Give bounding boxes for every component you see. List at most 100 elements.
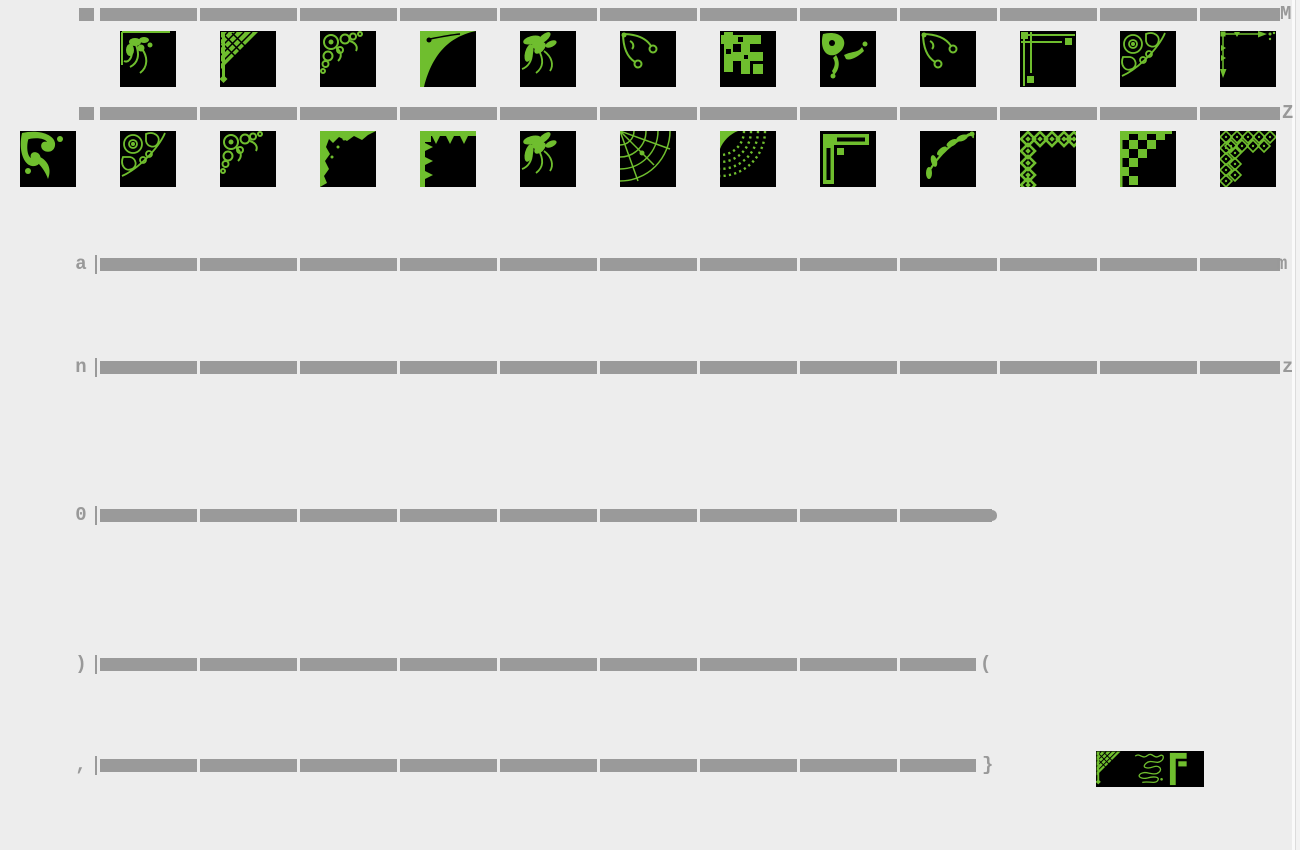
row-pipe-lower-a-to-m (95, 255, 97, 274)
ornament-tile (1220, 131, 1276, 187)
glyph-placeholder-bar (400, 107, 497, 120)
acanthus-ornament-icon (20, 131, 76, 187)
ornament-tile (1120, 31, 1176, 87)
ornament-tile (320, 131, 376, 187)
glyph-placeholder-bar (600, 361, 697, 374)
rough-corner-ornament-icon (320, 131, 376, 187)
row-right-label-punct-parens: ( (980, 653, 992, 675)
lattice-ornament-icon (220, 31, 276, 87)
page-right-edge-line (1295, 0, 1296, 850)
leafy-branch-ornament-icon (920, 131, 976, 187)
glyph-placeholder-bar (600, 509, 697, 522)
ornament-tile (420, 131, 476, 187)
glyph-placeholder-bar (1100, 107, 1197, 120)
glyph-placeholder-bar (300, 8, 397, 21)
row-pipe-lower-n-to-z (95, 358, 97, 377)
glyph-placeholder-bar (900, 658, 976, 671)
glyph-placeholder-bar (400, 759, 497, 772)
glyph-placeholder-bar (800, 8, 897, 21)
floral-spray-ornament-icon (120, 31, 176, 87)
glyph-placeholder-bar (400, 509, 497, 522)
row-left-label-lower-n-to-z: n (75, 356, 87, 378)
glyph-placeholder-bar (900, 8, 997, 21)
row-pipe-punct-parens (95, 655, 97, 674)
glyph-placeholder-bar (200, 509, 297, 522)
glyph-placeholder-bar (100, 658, 197, 671)
row-right-label-lower-n-to-z: z (1282, 356, 1294, 378)
glyph-placeholder-bar (700, 8, 797, 21)
ornament-tile (720, 131, 776, 187)
row-right-label-caps-a-to-m: M (1280, 3, 1292, 25)
glyph-placeholder-bar (600, 258, 697, 271)
glyph-lead-block-caps-a-to-m (79, 8, 94, 21)
glyph-placeholder-bar (700, 509, 797, 522)
glyph-placeholder-bar (900, 759, 976, 772)
ornament-tile (720, 31, 776, 87)
glyph-placeholder-bar (900, 258, 997, 271)
ornament-tile (420, 31, 476, 87)
glyph-placeholder-bar (200, 8, 297, 21)
glyph-placeholder-bar (500, 509, 597, 522)
row-right-label-lower-a-to-m: m (1276, 253, 1288, 275)
bouquet-ornament-icon (520, 131, 576, 187)
glyph-placeholder-bar (200, 759, 297, 772)
glyph-placeholder-bar (500, 8, 597, 21)
checker-ornament-icon (1120, 131, 1176, 187)
glyph-placeholder-bar (1000, 107, 1097, 120)
row-pipe-punct-comma-brace (95, 756, 97, 775)
glyph-placeholder-bar (1200, 361, 1280, 374)
glyph-placeholder-bar (1100, 258, 1197, 271)
diamond-chain-ornament-icon (1020, 131, 1076, 187)
glyph-placeholder-bar (100, 8, 197, 21)
ornament-tile (220, 131, 276, 187)
ornament-tile (820, 31, 876, 87)
ornament-tile (1120, 131, 1176, 187)
glyph-placeholder-bar (600, 759, 697, 772)
glyph-placeholder-bar (1200, 107, 1280, 120)
row-left-label-punct-comma-brace: , (75, 754, 87, 776)
glyph-placeholder-bar (700, 107, 797, 120)
glyph-placeholder-bar (200, 258, 297, 271)
glyph-placeholder-bar (800, 361, 897, 374)
glyph-placeholder-bar (500, 107, 597, 120)
glyph-lead-block-caps-n-to-z (79, 107, 94, 120)
glyph-placeholder-bar (700, 759, 797, 772)
glyph-placeholder-bar (800, 258, 897, 271)
glyph-placeholder-bar (500, 759, 597, 772)
glyph-placeholder-bar (600, 107, 697, 120)
stipple-fan-ornament-icon (720, 131, 776, 187)
glyph-placeholder-bar (200, 658, 297, 671)
ornament-tile (120, 131, 176, 187)
ornament-tile (320, 31, 376, 87)
row-left-label-punct-parens: ) (75, 653, 87, 675)
ornament-tile (820, 131, 876, 187)
glyph-placeholder-bar (800, 107, 897, 120)
glyph-placeholder-bar (500, 361, 597, 374)
glyph-placeholder-bar (800, 509, 897, 522)
row-right-label-punct-comma-brace: } (982, 754, 994, 776)
glyph-placeholder-bar (1200, 258, 1280, 271)
web-ornament-icon (620, 131, 676, 187)
glyph-placeholder-bar (400, 658, 497, 671)
row-left-label-digits: 0 (75, 504, 87, 526)
ornament-tile (620, 131, 676, 187)
geom-L-ornament-icon (1168, 751, 1204, 787)
frame-L-ornament-icon (820, 131, 876, 187)
glyph-placeholder-bar (1100, 8, 1197, 21)
scroll-circles-ornament-icon (220, 131, 276, 187)
glyph-placeholder-bar (900, 107, 997, 120)
glyph-placeholder-bar (800, 759, 897, 772)
glyph-placeholder-bar (500, 658, 597, 671)
glyph-placeholder-bar (400, 258, 497, 271)
page-right-edge-strip (1292, 0, 1295, 850)
glyph-placeholder-bar (900, 509, 992, 522)
ornament-tile (520, 131, 576, 187)
glyph-placeholder-bar (100, 759, 197, 772)
glyph-placeholder-bar (900, 361, 997, 374)
scroll-circles-ornament-icon (320, 31, 376, 87)
lace-floral-ornament-icon (120, 131, 176, 187)
scroll-slender-ornament-icon (920, 31, 976, 87)
ornament-tile (920, 131, 976, 187)
glyph-placeholder-bar (400, 361, 497, 374)
